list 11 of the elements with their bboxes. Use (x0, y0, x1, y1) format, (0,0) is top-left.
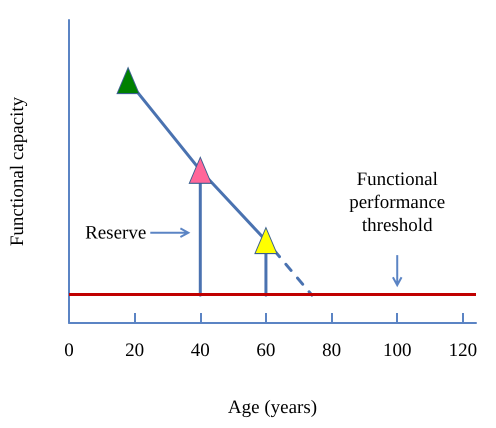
y-axis-title: Functional capacity (7, 96, 28, 246)
x-tick-label: 0 (64, 340, 74, 361)
x-tick-label: 120 (448, 340, 478, 361)
x-axis-title: Age (years) (228, 397, 318, 418)
ref-line-label: Functional performance threshold (349, 169, 446, 236)
x-tick-label: 60 (256, 340, 276, 361)
x-tick-label: 100 (382, 340, 412, 361)
annotation: Reserve (85, 222, 146, 244)
x-tick-label: 40 (190, 340, 210, 361)
x-tick-label: 20 (125, 340, 144, 361)
x-tick-label: 80 (322, 340, 342, 361)
